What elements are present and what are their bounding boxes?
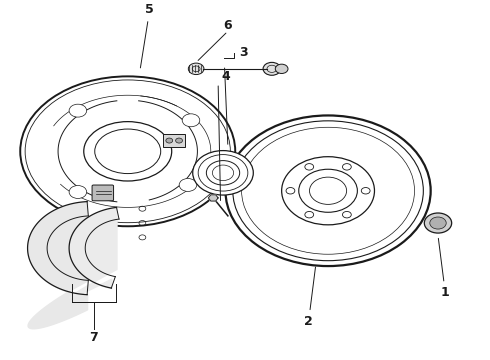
Circle shape	[225, 116, 431, 266]
Ellipse shape	[84, 122, 172, 181]
Circle shape	[343, 211, 351, 218]
Circle shape	[182, 114, 200, 127]
FancyBboxPatch shape	[163, 134, 185, 147]
FancyBboxPatch shape	[92, 185, 114, 201]
Circle shape	[430, 217, 446, 229]
Ellipse shape	[26, 81, 229, 222]
Text: 5: 5	[141, 3, 154, 68]
Circle shape	[69, 104, 87, 117]
Circle shape	[69, 185, 87, 198]
Text: 3: 3	[239, 46, 248, 59]
Text: 1: 1	[439, 238, 450, 300]
Circle shape	[305, 163, 314, 170]
Circle shape	[286, 188, 295, 194]
Text: 7: 7	[89, 331, 98, 344]
Circle shape	[299, 169, 357, 212]
Circle shape	[166, 138, 172, 143]
Circle shape	[305, 211, 314, 218]
Circle shape	[193, 150, 253, 195]
Circle shape	[361, 188, 370, 194]
Polygon shape	[208, 195, 218, 201]
Circle shape	[424, 213, 452, 233]
Text: 6: 6	[223, 19, 232, 32]
Text: 4: 4	[221, 69, 230, 82]
Circle shape	[343, 163, 351, 170]
Circle shape	[263, 62, 281, 75]
Text: 2: 2	[304, 267, 316, 328]
Circle shape	[275, 64, 288, 73]
Circle shape	[188, 63, 204, 75]
Circle shape	[175, 138, 182, 143]
Circle shape	[179, 179, 197, 192]
